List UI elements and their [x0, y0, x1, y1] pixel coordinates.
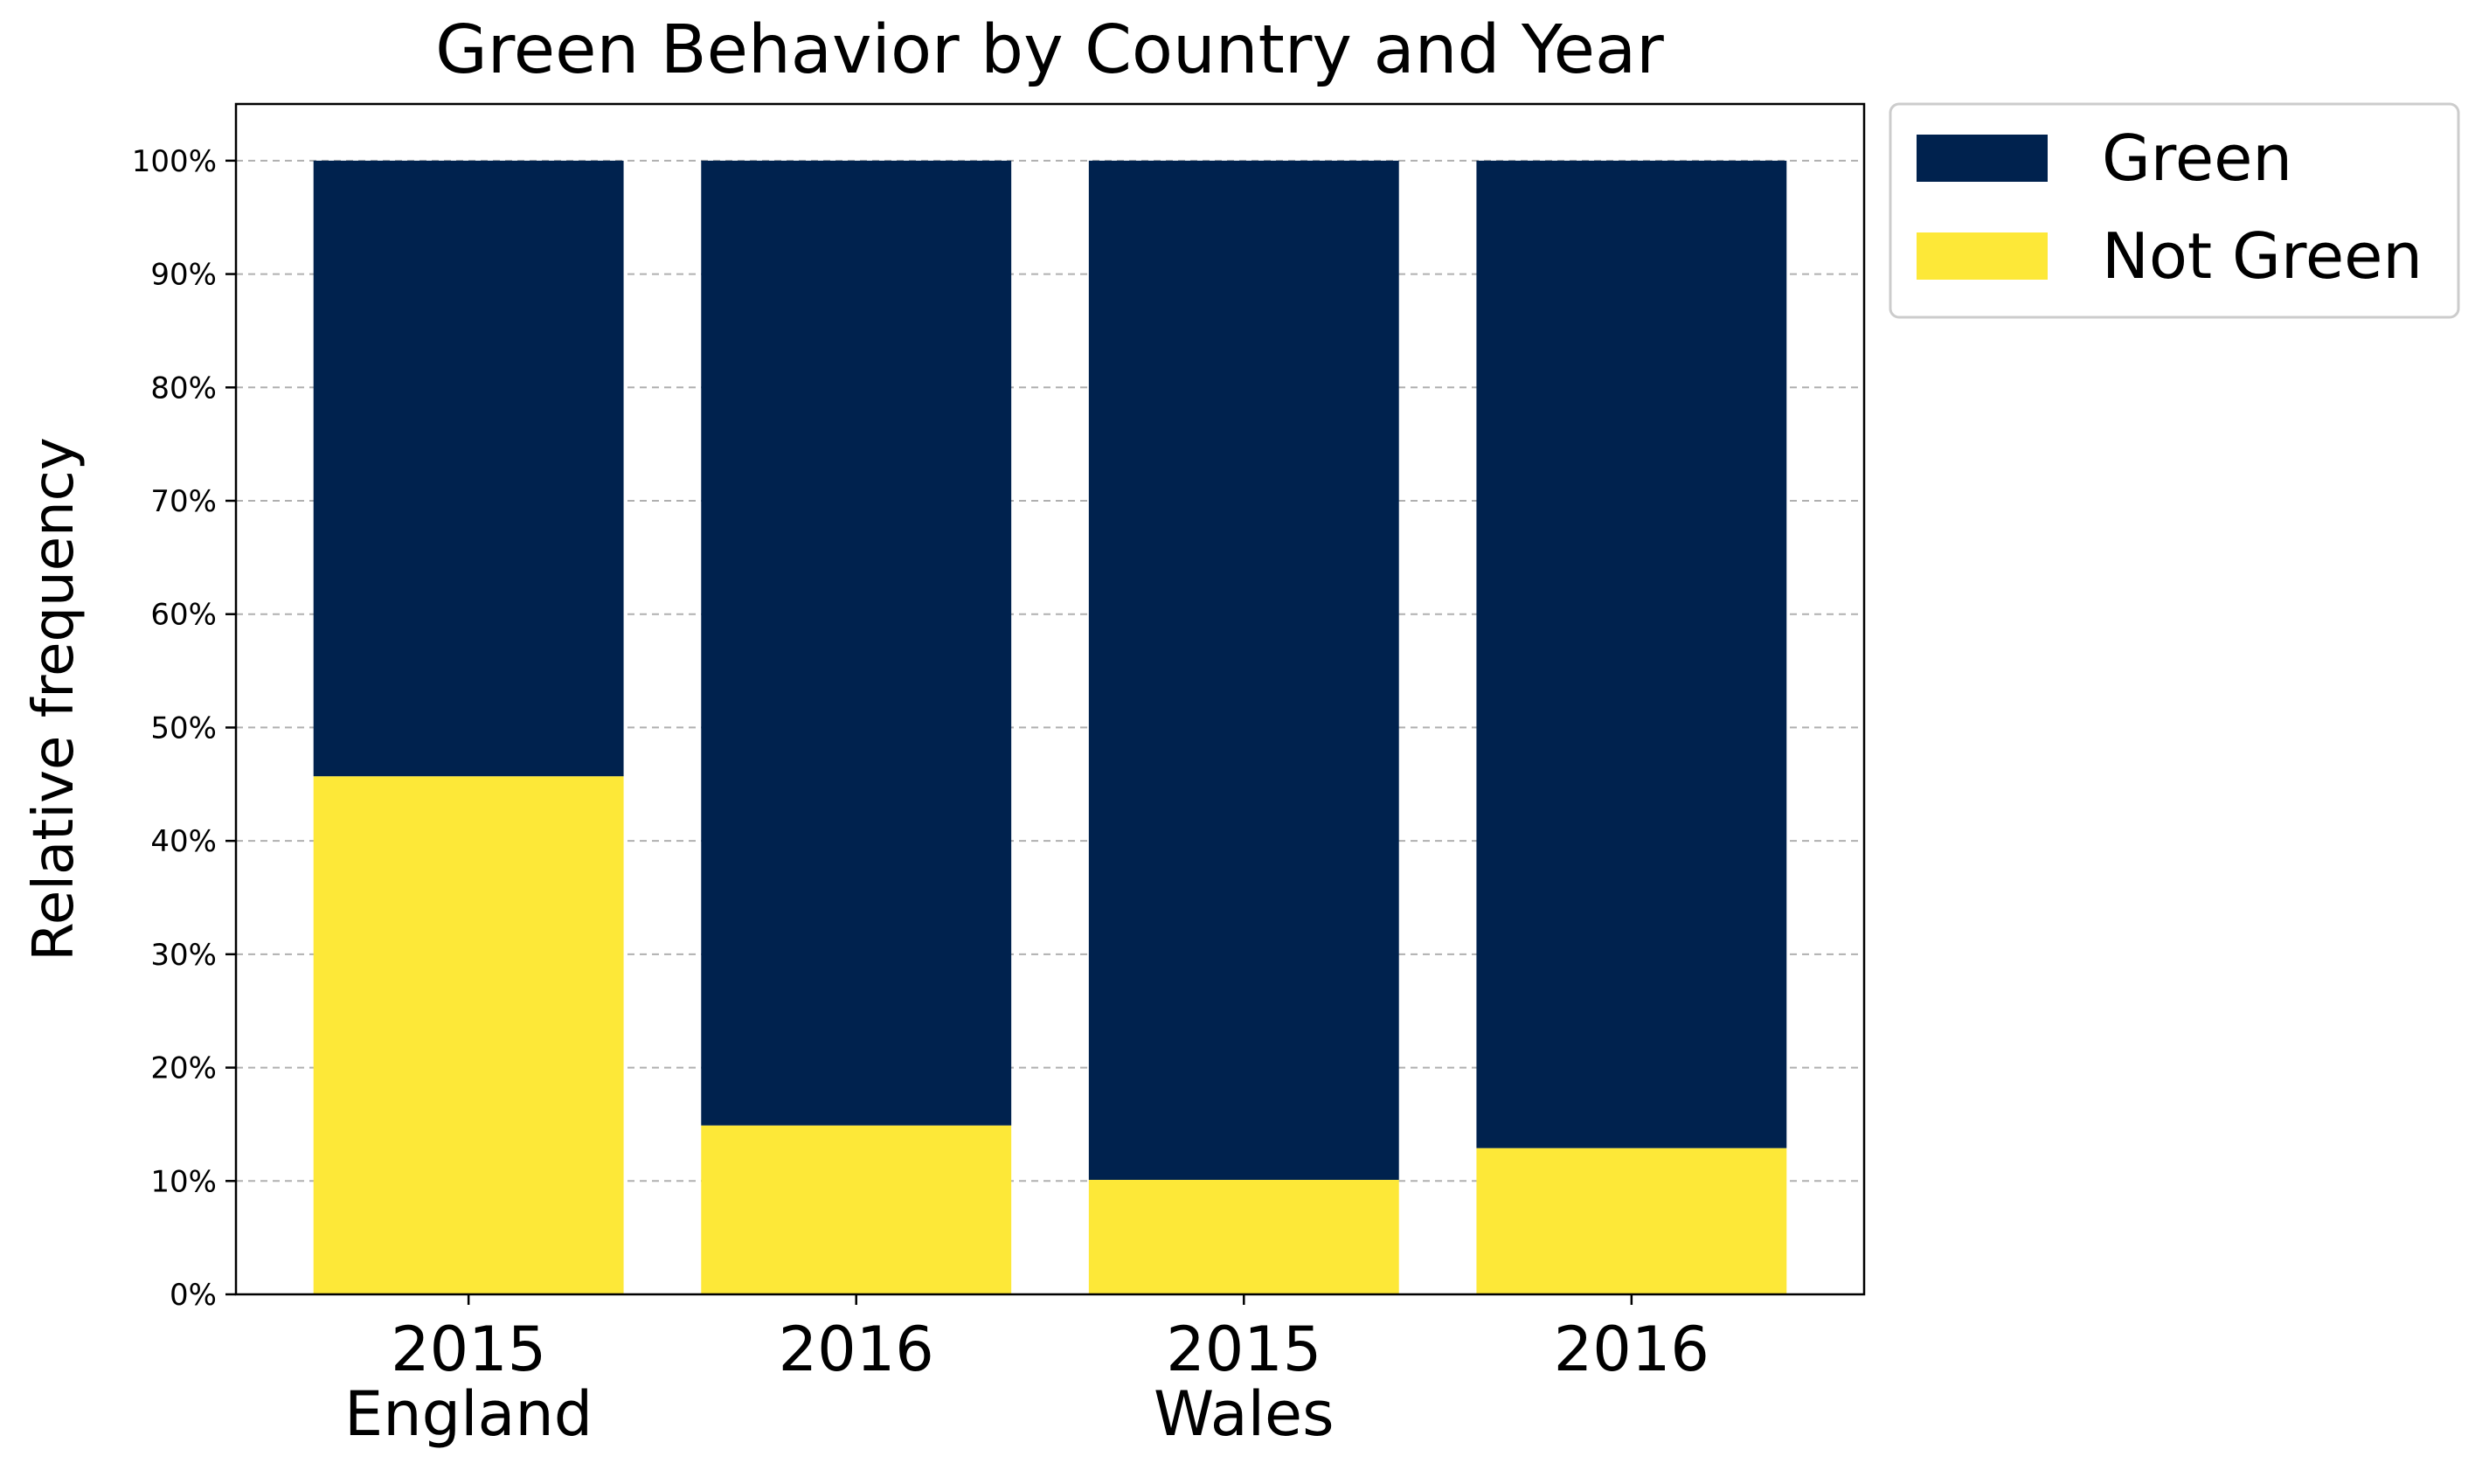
bar-segment-not-green [313, 776, 624, 1294]
bar-segment-green [701, 160, 1012, 1126]
y-tick-label: 60% [150, 598, 217, 633]
y-tick-label: 30% [150, 938, 217, 973]
y-axis-label: Relative frequency [22, 437, 87, 960]
x-tick-label: 2016 [1554, 1314, 1709, 1385]
bar-segment-green [1476, 160, 1787, 1148]
y-tick-label: 20% [150, 1051, 217, 1086]
legend-label: Not Green [2102, 219, 2423, 293]
bar-segment-green [313, 160, 624, 777]
legend-swatch-not-green [1917, 232, 2048, 280]
y-tick-label: 70% [150, 484, 217, 519]
x-tick-label: 2015 [1166, 1314, 1321, 1385]
bar-segment-not-green [701, 1125, 1012, 1294]
x-group-label: England [344, 1378, 593, 1450]
x-tick-label: 2016 [779, 1314, 934, 1385]
plot-frame [234, 102, 1866, 1296]
y-tick-label: 90% [150, 258, 217, 293]
bar-segment-green [1088, 160, 1399, 1180]
legend-label: Green [2102, 121, 2292, 195]
bar-segment-not-green [1088, 1179, 1399, 1294]
x-group-label: Wales [1154, 1378, 1335, 1450]
legend: Green Not Green [1889, 102, 2460, 319]
y-tick-label: 100% [132, 144, 217, 179]
bar-segment-not-green [1476, 1148, 1787, 1294]
bars [313, 160, 1787, 1294]
axes: 0% 10% 20% 30% 40% 50% 60% 70% 80% 90% 100% 2015 201… [132, 144, 1709, 1450]
chart-title: Green Behavior by Country and Year [435, 11, 1664, 89]
y-tick-label: 80% [150, 371, 217, 406]
y-tick-label: 50% [150, 711, 217, 745]
y-tick-label: 40% [150, 824, 217, 859]
y-tick-label: 0% [170, 1278, 217, 1313]
legend-swatch-green [1917, 135, 2048, 182]
x-tick-label: 2015 [391, 1314, 546, 1385]
y-tick-label: 10% [150, 1164, 217, 1199]
